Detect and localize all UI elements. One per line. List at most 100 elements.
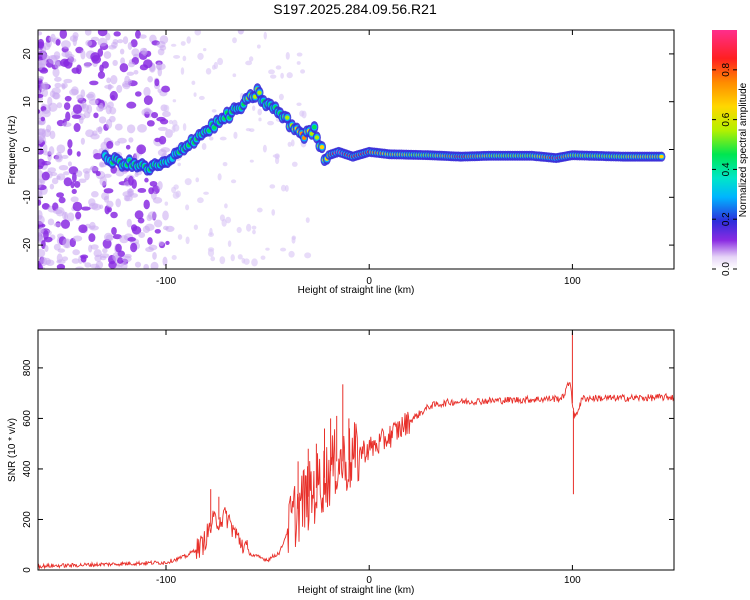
snr-plot-area [38,330,674,570]
noise-blob [64,95,72,102]
noise-blob [63,78,73,84]
noise-blob [41,203,50,210]
noise-blob [62,238,70,249]
noise-blob [63,177,73,187]
noise-blob [71,114,82,119]
snr-frame [37,329,675,571]
noise-blob [134,172,139,177]
colorbar: 0.0 0.2 0.4 0.6 0.8 Normalized spectral ampl… [712,30,749,276]
noise-blob [158,135,167,145]
noise-blob [131,48,140,57]
noise-blob [144,223,155,232]
noise-blob [67,148,73,156]
noise-blob [91,54,102,64]
noise-blob [143,59,153,69]
noise-blob [275,65,282,70]
y-tick-label: 200 [22,511,33,528]
noise-blob [39,256,48,267]
noise-blob [84,170,90,181]
noise-blob [163,104,170,113]
noise-blob [114,123,123,131]
snr-ticks: -100 0 100 0 200 400 600 800 [22,330,674,586]
noise-blob [171,186,177,194]
noise-blob [110,74,118,85]
noise-blob [115,198,122,208]
noise-blob [262,144,267,153]
noise-blob [75,170,83,177]
noise-blob [38,31,43,36]
noise-blob [54,59,60,70]
spectrogram-y-label: Frequency (Hz) [7,116,18,185]
noise-blob [98,116,107,124]
noise-blob [57,248,66,253]
y-tick-label: -20 [22,237,33,252]
noise-blob [64,50,73,59]
noise-blob [43,229,49,240]
noise-blob [72,36,78,47]
noise-blob [217,57,224,66]
noise-blob [146,120,155,127]
noise-blob [236,226,242,234]
noise-blob [269,184,276,189]
noise-blob [156,40,166,49]
x-tick-label: -100 [156,276,176,287]
noise-blob [78,178,87,184]
noise-blob [40,116,46,122]
noise-blob [60,219,71,229]
noise-blob [70,196,79,203]
noise-blob [296,61,301,65]
noise-blob [162,111,171,118]
noise-blob [211,109,217,113]
noise-blob [143,95,153,106]
noise-blob [172,191,180,199]
noise-blob [102,247,108,254]
noise-blob [46,160,52,165]
noise-blob [75,266,84,269]
x-tick-label: 100 [564,276,581,287]
noise-blob [130,39,138,48]
noise-blob [103,195,110,203]
noise-blob [80,206,91,211]
noise-blob [148,187,154,195]
noise-blob [94,265,101,269]
noise-blob [38,232,42,242]
noise-blob [115,264,122,269]
noise-blob [54,76,62,82]
noise-blob [83,62,91,68]
noise-blob [126,188,134,193]
noise-blob [291,236,296,244]
noise-blob [143,263,149,269]
noise-blob [162,210,169,221]
noise-blob [137,123,147,133]
noise-blob [265,247,270,251]
noise-blob [111,227,117,236]
noise-blob [260,255,266,260]
noise-blob [225,216,232,224]
noise-blob [150,261,159,269]
noise-blob [207,248,215,257]
noise-blob [143,199,150,210]
noise-blob [208,136,214,141]
colorbar-gradient [712,30,737,269]
noise-blob [119,48,125,55]
noise-blob [219,214,226,222]
ridge-core [212,125,217,130]
noise-blob [38,109,41,114]
noise-blob [38,165,44,170]
noise-blob [105,32,111,41]
noise-blob [180,67,185,75]
noise-blob [219,136,227,141]
noise-blob [42,53,48,62]
spectrogram-marks [38,30,666,269]
noise-blob [256,44,261,49]
noise-blob [121,261,128,269]
noise-blob [252,105,256,111]
noise-blob [149,180,158,187]
noise-blob [60,82,68,89]
noise-blob [97,71,106,79]
noise-blob [42,144,48,153]
noise-blob [165,240,170,245]
noise-blob [227,240,232,248]
noise-blob [185,204,190,211]
noise-blob [56,263,66,269]
